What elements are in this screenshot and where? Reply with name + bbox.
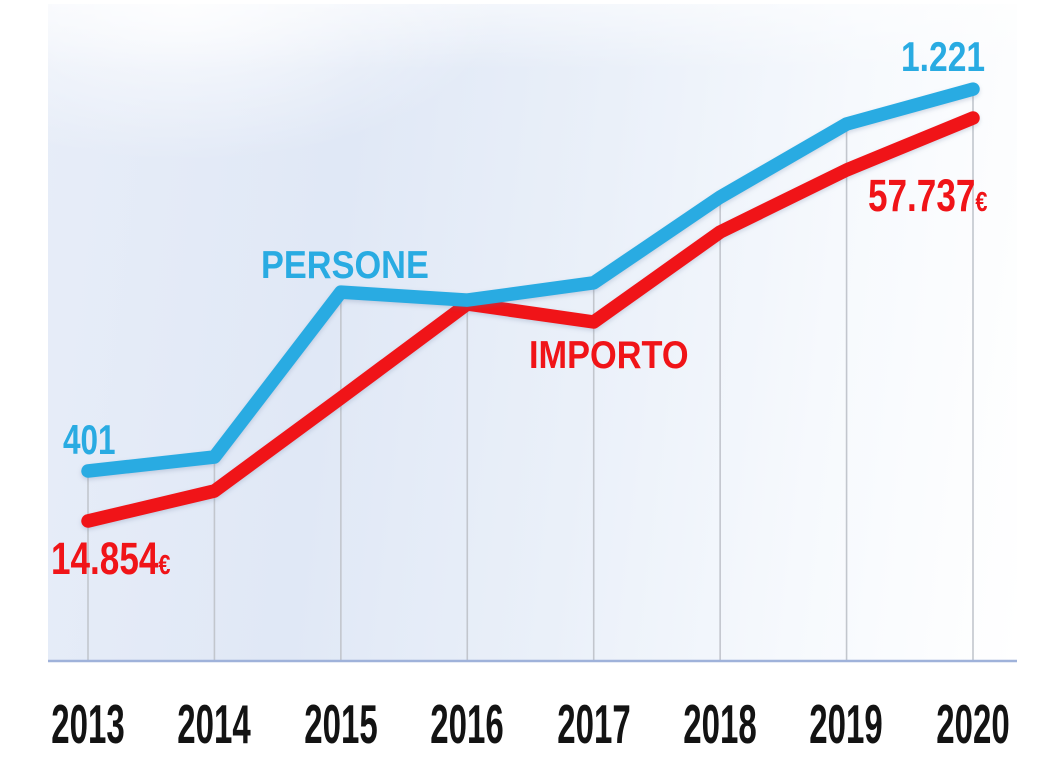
x-axis-label-2014: 2014: [177, 693, 251, 755]
importo-series-label: IMPORTO: [529, 336, 689, 375]
x-axis-label-2018: 2018: [683, 693, 757, 755]
persone-start-value-label: 401: [63, 419, 116, 461]
importo-line: [81, 111, 980, 528]
x-axis-label-2020: 2020: [936, 693, 1010, 755]
persone-start-value: 401: [63, 416, 116, 463]
persone-series-label: PERSONE: [261, 246, 429, 285]
x-axis-label-2013: 2013: [51, 693, 125, 755]
persone-series-name: PERSONE: [261, 244, 429, 287]
x-axis-label-2019: 2019: [809, 693, 883, 755]
x-axis-label-2016: 2016: [430, 693, 504, 755]
euro-sign: €: [975, 186, 988, 217]
x-axis-label-2015: 2015: [304, 693, 378, 755]
importo-end-value-label: 57.737€: [868, 173, 987, 218]
importo-series-name: IMPORTO: [529, 334, 689, 377]
importo-start-value: 14.854: [51, 533, 159, 584]
importo-end-value: 57.737: [868, 170, 976, 221]
importo-start-value-label: 14.854€: [51, 536, 170, 581]
persone-end-value-label: 1.221: [901, 36, 985, 78]
plot-area-background: [48, 4, 1017, 661]
x-axis-label-2017: 2017: [557, 693, 631, 755]
persone-line: [81, 82, 980, 478]
persone-end-value: 1.221: [901, 33, 986, 80]
euro-sign: €: [158, 549, 171, 580]
